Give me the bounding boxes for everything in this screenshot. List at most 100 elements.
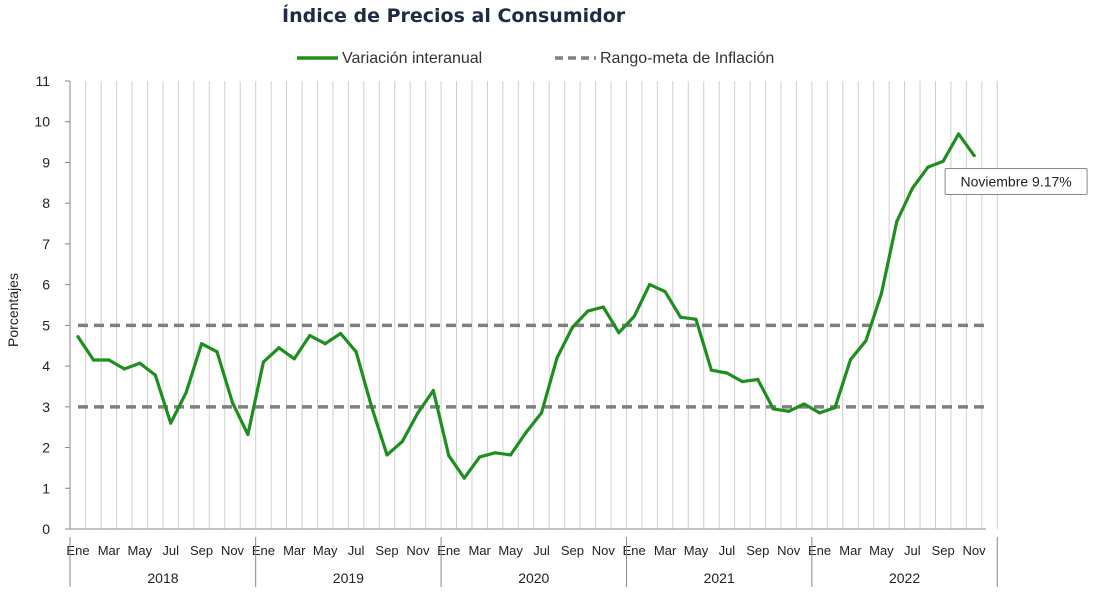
legend-label-rango-meta: Rango-meta de Inflación (600, 50, 774, 67)
x-tick-label-month: Sep (746, 543, 769, 558)
data-point (802, 402, 806, 406)
data-point (771, 407, 775, 411)
data-point (215, 350, 219, 354)
data-point (509, 453, 513, 457)
data-point (957, 132, 961, 136)
data-point (524, 430, 528, 435)
data-point (632, 314, 636, 319)
x-tick-label-month: May (869, 543, 894, 558)
x-tick-label-month: Sep (932, 543, 955, 558)
annotation: Noviembre 9.17% (944, 168, 1088, 196)
data-point (756, 377, 760, 382)
data-point (230, 401, 235, 405)
data-point (555, 356, 559, 360)
x-tick-label-month: Nov (406, 543, 430, 558)
x-tick-label-year: 2018 (147, 570, 178, 586)
data-point (926, 165, 930, 169)
data-point (586, 309, 590, 313)
x-tick-label-month: Mar (98, 543, 121, 558)
data-point (308, 333, 312, 338)
annotation-label: Noviembre 9.17% (960, 174, 1071, 190)
x-tick-label-year: 2020 (518, 570, 549, 586)
series (76, 132, 976, 480)
axes: 0 1 2 3 4 5 6 7 8 9 10 11 Ene Mar May Jul Sep Nov Ene Mar Ma… (34, 73, 998, 587)
y-tick-label: 2 (42, 440, 50, 456)
y-axis-label: Porcentajes (5, 273, 21, 347)
data-point (709, 368, 714, 372)
data-point (895, 219, 899, 224)
x-tick-label-month: Mar (839, 543, 862, 558)
series-line-variacion-interanual (76, 132, 976, 480)
data-point (169, 421, 173, 425)
data-point (478, 455, 482, 459)
x-tick-label-month: May (313, 543, 338, 558)
x-tick-label-month: Mar (283, 543, 306, 558)
chart-title: Índice de Precios al Consumidor (282, 4, 626, 27)
data-point (678, 315, 683, 319)
x-tick-label-year: 2022 (889, 570, 920, 586)
data-point (972, 153, 976, 158)
y-tick-label: 11 (35, 73, 50, 89)
x-tick-label-month: Nov (777, 543, 801, 558)
x-tick-label-month: Jul (904, 543, 921, 558)
data-point (200, 342, 204, 346)
data-point (76, 335, 80, 339)
data-point (292, 357, 296, 361)
data-point (138, 361, 142, 365)
y-tick-label: 5 (42, 317, 50, 333)
data-point (818, 411, 822, 415)
x-tick-label-month: Ene (437, 543, 460, 558)
data-point (740, 379, 744, 384)
x-tick-label-month: Ene (252, 543, 275, 558)
data-point (153, 373, 157, 377)
data-point (369, 405, 374, 409)
legend-label-variacion: Variación interanual (342, 50, 482, 67)
data-point (879, 291, 884, 296)
x-tick-label-month: Sep (190, 543, 213, 558)
x-tick-label-month: Jul (162, 543, 179, 558)
y-tick-label: 3 (42, 399, 50, 415)
data-point (400, 439, 405, 444)
data-point (848, 357, 853, 362)
x-tick-label-month: Ene (808, 543, 831, 558)
x-tick-label-month: Sep (375, 543, 398, 558)
data-point (833, 406, 837, 410)
x-tick-label-month: Ene (623, 543, 646, 558)
x-tick-label-month: Nov (221, 543, 245, 558)
data-point (385, 453, 389, 457)
data-point (601, 305, 605, 309)
data-point (648, 283, 652, 287)
x-tick-label-month: Jul (348, 543, 365, 558)
data-point (323, 342, 327, 346)
data-point (107, 358, 111, 362)
x-tick-label-year: 2021 (704, 570, 735, 586)
x-tick-label-month: Ene (66, 543, 89, 558)
data-point (864, 339, 868, 343)
data-point (462, 476, 466, 480)
data-point (277, 346, 281, 350)
x-tick-label-month: Jul (533, 543, 550, 558)
data-point (261, 360, 265, 364)
target-range-lines (78, 323, 990, 409)
x-tick-label-month: May (128, 543, 153, 558)
data-point (493, 451, 497, 455)
x-tick-label-month: Mar (469, 543, 492, 558)
data-point (663, 289, 667, 294)
data-point (910, 186, 914, 191)
data-point (354, 350, 358, 354)
y-tick-label: 1 (42, 480, 50, 496)
legend: Variación interanual Rango-meta de Infla… (297, 50, 774, 67)
x-tick-label-month: May (684, 543, 709, 558)
data-point (184, 390, 188, 395)
x-tick-label-month: May (498, 543, 523, 558)
x-tick-label-month: Mar (654, 543, 677, 558)
data-point (447, 454, 451, 458)
data-point (416, 411, 420, 415)
annotation-box (944, 168, 1088, 196)
grid (85, 81, 998, 529)
y-tick-label: 8 (42, 195, 50, 211)
data-point (122, 367, 126, 371)
data-point (246, 432, 250, 437)
x-tick-label-month: Sep (561, 543, 584, 558)
